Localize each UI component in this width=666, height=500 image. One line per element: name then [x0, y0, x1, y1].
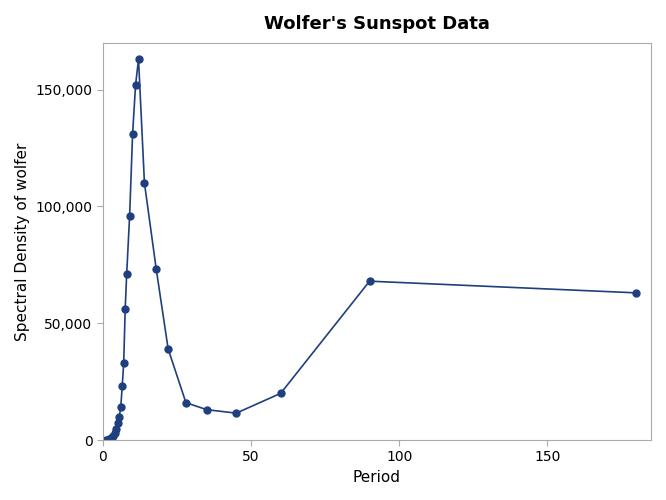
X-axis label: Period: Period: [353, 470, 401, 485]
Title: Wolfer's Sunspot Data: Wolfer's Sunspot Data: [264, 15, 490, 33]
Y-axis label: Spectral Density of wolfer: Spectral Density of wolfer: [15, 142, 30, 340]
